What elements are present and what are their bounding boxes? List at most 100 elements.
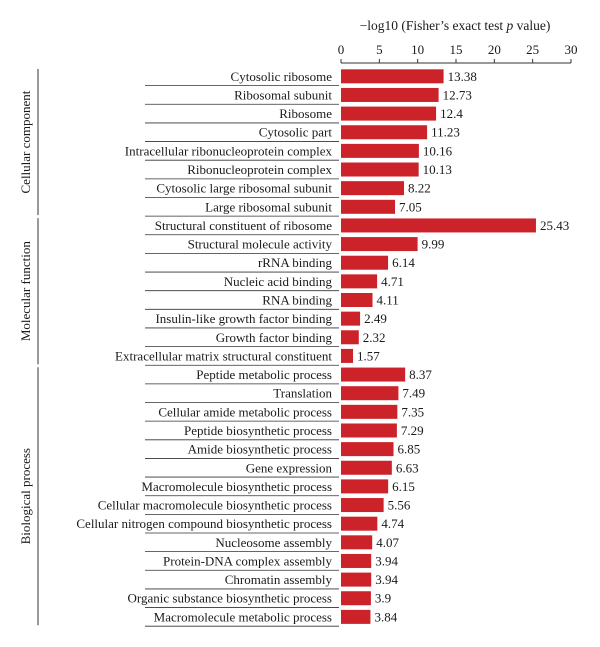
category-label: Cellular amide metabolic process [158, 404, 332, 419]
category-label: Translation [273, 386, 332, 401]
bar [341, 181, 405, 196]
value-label: 12.73 [443, 87, 472, 102]
value-label: 3.94 [375, 553, 398, 568]
value-label: 3.84 [374, 609, 397, 624]
value-label: 2.49 [364, 311, 387, 326]
value-label: 9.99 [422, 237, 445, 252]
x-tick-label: 5 [376, 42, 383, 57]
value-label: 5.56 [388, 498, 411, 513]
category-label: Structural constituent of ribosome [155, 218, 333, 233]
category-label: Chromatin assembly [225, 572, 333, 587]
value-label: 3.94 [375, 572, 398, 587]
bar [341, 348, 354, 363]
value-label: 1.57 [357, 348, 380, 363]
x-axis-title-italic: p [505, 18, 513, 33]
x-axis-title-prefix: −log10 (Fisher’s exact test [360, 18, 507, 33]
category-label: Ribosomal subunit [234, 87, 332, 102]
category-label: RNA binding [262, 293, 332, 308]
category-label: Nucleosome assembly [215, 535, 332, 550]
category-label: Protein-DNA complex assembly [163, 553, 332, 568]
value-label: 10.16 [423, 143, 453, 158]
category-label: Amide biosynthetic process [188, 442, 332, 457]
group-label: Biological process [18, 448, 33, 544]
value-label: 4.07 [376, 535, 399, 550]
value-label: 7.35 [401, 404, 424, 419]
bar [341, 293, 373, 307]
bar [341, 442, 394, 457]
value-label: 10.13 [423, 162, 452, 177]
bar [341, 367, 406, 382]
bar [341, 87, 439, 102]
x-axis-title-suffix: value) [513, 18, 550, 33]
category-label: Structural molecule activity [188, 237, 333, 252]
x-tick-label: 0 [338, 42, 345, 57]
value-label: 6.63 [396, 460, 419, 475]
category-label: Macromolecule biosynthetic process [141, 479, 332, 494]
category-label: Insulin-like growth factor binding [155, 311, 332, 326]
bar [341, 535, 373, 550]
bar [341, 553, 372, 568]
bar [341, 143, 419, 158]
category-label: Intracellular ribonucleoprotein complex [125, 143, 333, 158]
value-label: 6.14 [392, 255, 415, 270]
group-label: Cellular component [18, 90, 33, 193]
x-tick-label: 30 [565, 42, 578, 57]
category-label: Peptide metabolic process [196, 367, 332, 382]
value-label: 25.43 [540, 218, 569, 233]
x-tick-label: 15 [450, 42, 463, 57]
bar [341, 609, 371, 624]
category-label: Growth factor binding [216, 330, 333, 345]
value-label: 2.32 [363, 330, 386, 345]
value-label: 8.37 [409, 367, 432, 382]
category-label: Cytosolic part [259, 125, 333, 140]
bar [341, 274, 378, 289]
value-label: 13.38 [448, 69, 477, 84]
x-axis-title: −log10 (Fisher’s exact test p value) [360, 18, 551, 33]
category-label: Cellular macromolecule biosynthetic proc… [98, 498, 332, 513]
group-labels: Cellular component Molecular function Biol… [18, 69, 39, 626]
bars-layer: Cytosolic ribosome 13.38 Ribosomal subunit… [76, 69, 569, 627]
x-axis: 0 5 10 15 20 25 30 [338, 42, 578, 64]
value-label: 4.71 [381, 274, 404, 289]
category-label: Organic substance biosynthetic process [128, 591, 332, 606]
bar [341, 106, 437, 121]
bar [341, 386, 399, 401]
category-label: Cytosolic ribosome [231, 69, 333, 84]
category-label: Macromolecule metabolic process [154, 609, 332, 624]
value-label: 7.49 [402, 386, 425, 401]
value-label: 4.11 [377, 293, 399, 308]
bar [341, 69, 444, 84]
bar [341, 255, 389, 270]
bar [341, 572, 372, 587]
bar [341, 423, 397, 438]
category-label: Cytosolic large ribosomal subunit [156, 181, 332, 196]
bar [341, 479, 389, 494]
x-tick-label: 10 [411, 42, 424, 57]
category-label: Extracellular matrix structural constitu… [115, 348, 332, 363]
bar [341, 199, 396, 214]
category-label: Cellular nitrogen compound biosynthetic … [76, 516, 332, 531]
x-tick-label: 20 [488, 42, 501, 57]
category-label: rRNA binding [258, 255, 333, 270]
group-label: Molecular function [18, 241, 33, 341]
value-label: 4.74 [381, 516, 404, 531]
bar [341, 330, 359, 345]
bar [341, 591, 371, 606]
x-tick-label: 25 [526, 42, 539, 57]
value-label: 3.9 [375, 591, 391, 606]
bar [341, 498, 384, 513]
category-label: Ribonucleoprotein complex [187, 162, 332, 177]
bar [341, 218, 536, 233]
value-label: 6.15 [392, 479, 415, 494]
category-label: Peptide biosynthetic process [184, 423, 332, 438]
bar [341, 311, 361, 326]
category-label: Ribosome [279, 106, 332, 121]
value-label: 12.4 [440, 106, 463, 121]
bar [341, 162, 419, 177]
bar [341, 516, 378, 531]
category-label: Nucleic acid binding [224, 274, 333, 289]
value-label: 8.22 [408, 181, 431, 196]
bar [341, 404, 398, 419]
bar [341, 237, 418, 252]
